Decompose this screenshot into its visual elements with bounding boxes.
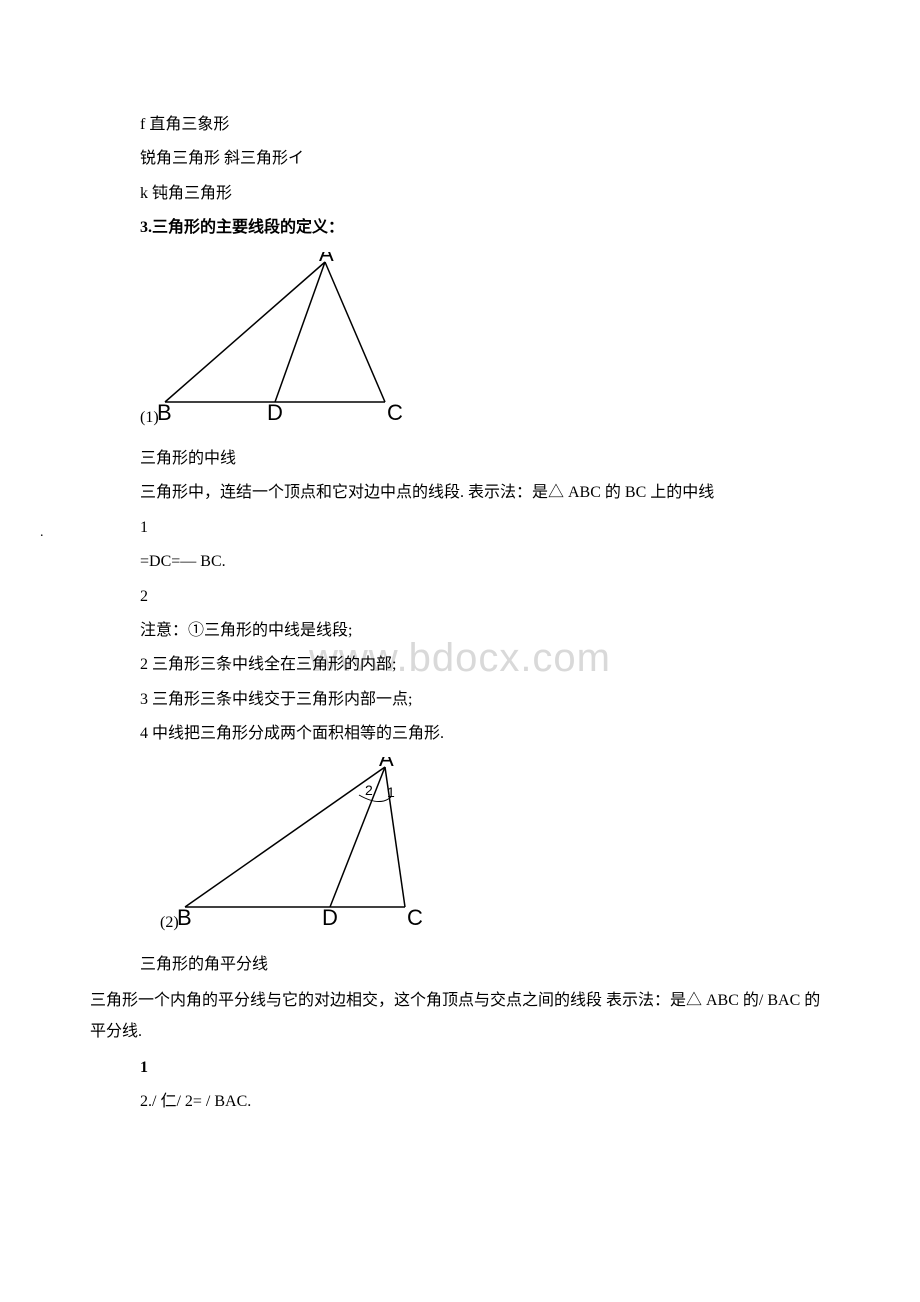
bisector-description: 三角形一个内角的平分线与它的对边相交，这个角顶点与交点之间的线段 表示法：是△ … [42,986,830,1047]
note-3: 3 三角形三条中线交于三角形内部一点; [140,685,830,715]
svg-text:(1): (1) [140,409,159,426]
fraction-numerator: 1 [140,513,830,543]
bisector-title: 三角形的角平分线 [140,950,830,980]
svg-text:B: B [177,905,192,930]
section-heading-3: 3.三角形的主要线段的定义： [140,213,830,243]
svg-text:C: C [387,400,403,425]
svg-text:B: B [157,400,172,425]
note-4: 4 中线把三角形分成两个面积相等的三角形. [140,719,830,749]
svg-text:A: A [319,252,334,266]
stray-dot: . [40,520,44,547]
fraction-denominator: 2 [140,582,830,612]
note-1: 注意：①三角形的中线是线段; [140,616,830,646]
svg-text:D: D [267,400,283,425]
triangle-bisector-figure: A (2)B D C 21 [160,757,460,932]
median-title: 三角形的中线 [140,444,830,474]
figure-2-wrap: A (2)B D C 21 [140,757,830,943]
svg-text:C: C [407,905,423,930]
bold-one: 1 [140,1053,830,1083]
triangle-median-figure: A (1)B D C [140,252,440,427]
svg-text:(2): (2) [160,914,179,931]
svg-text:1: 1 [387,784,395,800]
svg-text:D: D [322,905,338,930]
equation-dc-bc: =DC=— BC. [140,547,830,577]
text-line-2: 锐角三角形 斜三角形イ [140,144,830,174]
text-line-1: f 直角三象形 [140,110,830,140]
svg-text:A: A [379,757,394,771]
svg-text:2: 2 [365,782,373,798]
note-2: 2 三角形三条中线全在三角形的内部; [140,650,830,680]
last-line: 2./ 仁/ 2= / BAC. [140,1087,830,1117]
text-line-3: k 钝角三角形 [140,179,830,209]
figure-1-wrap: A (1)B D C [140,252,830,438]
median-description: 三角形中，连结一个顶点和它对边中点的线段. 表示法：是△ ABC 的 BC 上的… [140,478,830,508]
